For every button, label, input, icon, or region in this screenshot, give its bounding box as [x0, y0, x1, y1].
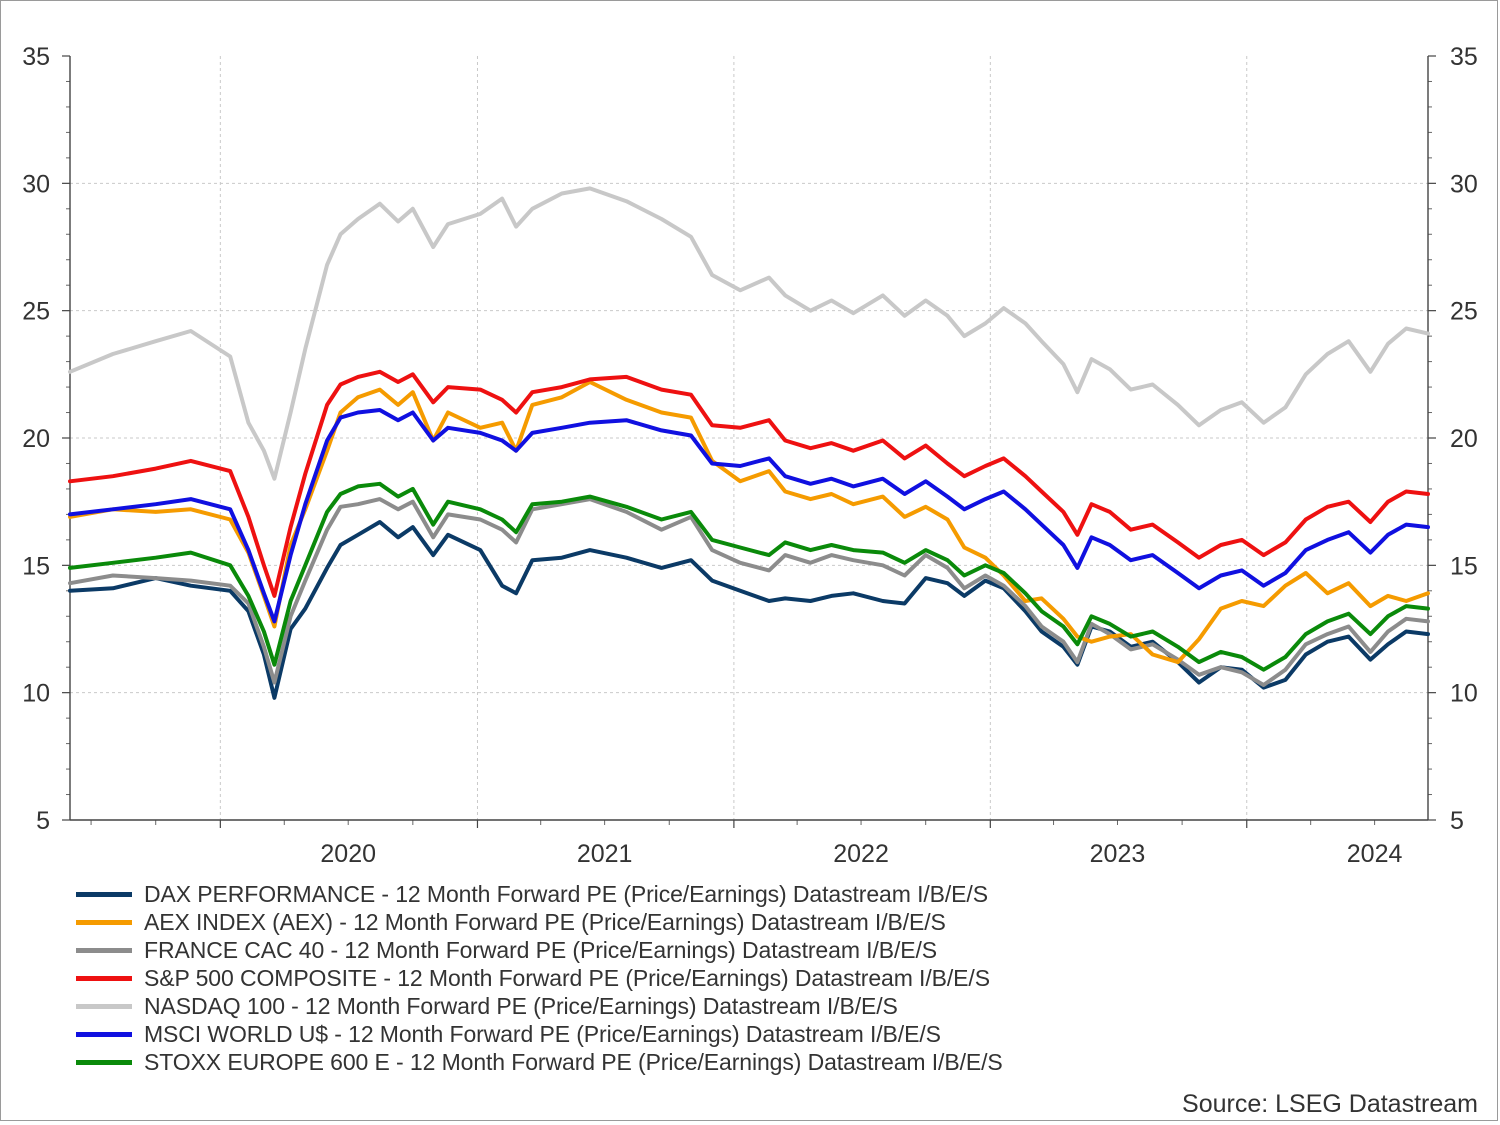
- y-tick-label-left: 15: [22, 552, 50, 580]
- source-note: Source: LSEG Datastream: [1182, 1090, 1478, 1118]
- legend-label: STOXX EUROPE 600 E - 12 Month Forward PE…: [144, 1048, 1003, 1075]
- legend-item: MSCI WORLD U$ - 12 Month Forward PE (Pri…: [76, 1020, 1003, 1048]
- legend-label: DAX PERFORMANCE - 12 Month Forward PE (P…: [144, 880, 988, 907]
- x-tick-label: 2024: [1347, 840, 1403, 868]
- legend-item: FRANCE CAC 40 - 12 Month Forward PE (Pri…: [76, 936, 1003, 964]
- x-tick-label: 2020: [320, 840, 376, 868]
- legend-label: S&P 500 COMPOSITE - 12 Month Forward PE …: [144, 964, 990, 991]
- legend-label: NASDAQ 100 - 12 Month Forward PE (Price/…: [144, 992, 898, 1019]
- legend-item: DAX PERFORMANCE - 12 Month Forward PE (P…: [76, 880, 1003, 908]
- y-tick-label-right: 15: [1450, 552, 1478, 580]
- legend-item: NASDAQ 100 - 12 Month Forward PE (Price/…: [76, 992, 1003, 1020]
- y-tick-label-right: 25: [1450, 298, 1478, 326]
- y-tick-label-left: 25: [22, 298, 50, 326]
- y-tick-label-left: 5: [36, 807, 50, 835]
- y-tick-label-left: 10: [22, 680, 50, 708]
- legend: DAX PERFORMANCE - 12 Month Forward PE (P…: [76, 880, 1003, 1076]
- legend-swatch: [76, 919, 132, 925]
- y-tick-label-left: 35: [22, 43, 50, 71]
- y-tick-label-right: 30: [1450, 170, 1478, 198]
- legend-label: MSCI WORLD U$ - 12 Month Forward PE (Pri…: [144, 1020, 941, 1047]
- series-line: [68, 408, 1430, 624]
- legend-swatch: [76, 1031, 132, 1037]
- series-line: [68, 369, 1430, 598]
- y-tick-label-right: 5: [1450, 807, 1464, 835]
- x-tick-label: 2023: [1090, 840, 1146, 868]
- legend-swatch: [76, 1059, 132, 1065]
- series-line: [68, 186, 1430, 481]
- legend-item: STOXX EUROPE 600 E - 12 Month Forward PE…: [76, 1048, 1003, 1076]
- y-tick-label-right: 10: [1450, 680, 1478, 708]
- x-tick-label: 2021: [577, 840, 633, 868]
- legend-swatch: [76, 947, 132, 953]
- legend-swatch: [76, 975, 132, 981]
- x-tick-label: 2022: [833, 840, 889, 868]
- legend-label: FRANCE CAC 40 - 12 Month Forward PE (Pri…: [144, 936, 938, 963]
- y-tick-label-left: 20: [22, 425, 50, 453]
- legend-swatch: [76, 891, 132, 897]
- y-tick-label-left: 30: [22, 170, 50, 198]
- y-tick-label-right: 35: [1450, 43, 1478, 71]
- legend-label: AEX INDEX (AEX) - 12 Month Forward PE (P…: [144, 908, 946, 935]
- y-tick-label-right: 20: [1450, 425, 1478, 453]
- series-line: [68, 380, 1430, 665]
- series-line: [68, 497, 1430, 687]
- legend-item: AEX INDEX (AEX) - 12 Month Forward PE (P…: [76, 908, 1003, 936]
- legend-item: S&P 500 COMPOSITE - 12 Month Forward PE …: [76, 964, 1003, 992]
- series-line: [68, 481, 1430, 672]
- legend-swatch: [76, 1003, 132, 1009]
